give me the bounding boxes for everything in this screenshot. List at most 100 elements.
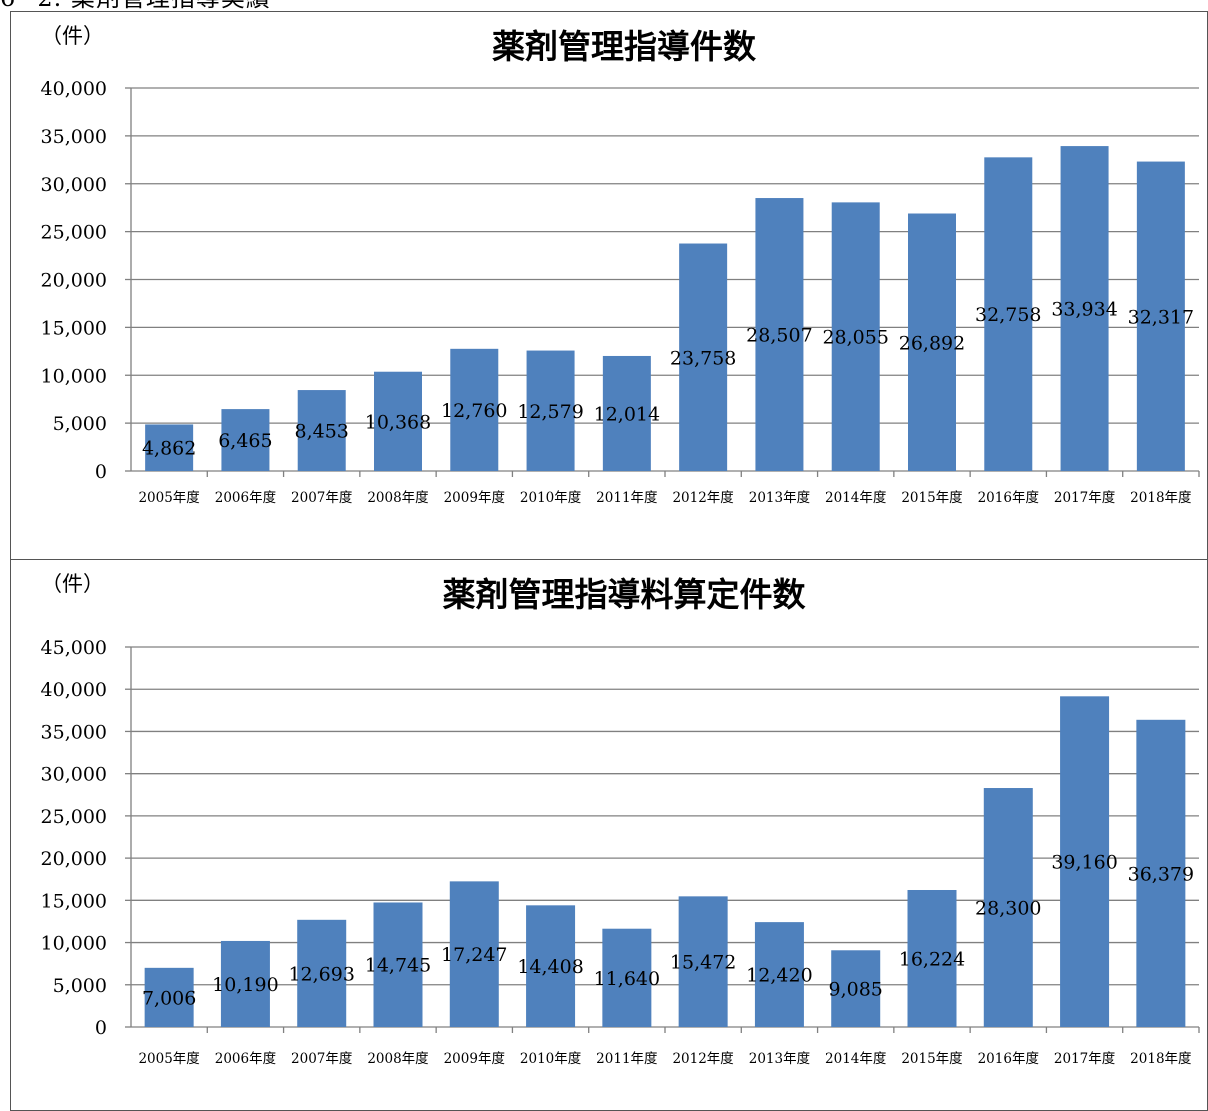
y-tick-label: 0 — [95, 1017, 107, 1039]
y-unit-label: （件） — [41, 24, 104, 48]
x-category-label: 2016年度 — [978, 1051, 1039, 1067]
x-category-label: 2011年度 — [596, 490, 657, 506]
data-label: 12,693 — [288, 963, 354, 985]
data-label: 4,862 — [142, 438, 196, 460]
bar — [526, 350, 575, 471]
bar — [297, 390, 346, 471]
data-label: 28,055 — [822, 327, 888, 349]
bar — [374, 371, 422, 471]
gridlines — [131, 87, 1199, 424]
bars — [145, 146, 1185, 471]
y-tick-label: 40,000 — [41, 78, 107, 100]
data-labels: 7,006 10,190 12,693 14,745 17,247 14,408 11,64… — [142, 852, 1194, 1010]
x-category-label: 2011年度 — [596, 1051, 657, 1067]
data-label: 8,453 — [295, 421, 349, 443]
bar — [983, 788, 1033, 1027]
x-category-label: 2008年度 — [367, 490, 428, 506]
x-category-label: 2009年度 — [444, 1051, 505, 1067]
x-category-label: 2005年度 — [138, 490, 199, 506]
data-label: 14,408 — [517, 956, 583, 978]
x-category-label: 2007年度 — [291, 490, 352, 506]
bar — [1136, 719, 1186, 1027]
y-tick-label: 10,000 — [41, 933, 107, 955]
x-category-label: 2014年度 — [825, 490, 886, 506]
section-heading: 6−2. 薬剤管理指導実績 — [0, 0, 271, 10]
bar — [679, 243, 728, 471]
y-tick-label: 35,000 — [41, 126, 107, 148]
y-unit-label: （件） — [41, 572, 104, 596]
data-label: 14,745 — [365, 955, 431, 977]
x-category-label: 2008年度 — [367, 1051, 428, 1067]
data-label: 32,758 — [975, 304, 1041, 326]
x-category-label: 2015年度 — [901, 1051, 962, 1067]
data-label: 28,507 — [746, 325, 812, 347]
x-category-label: 2013年度 — [749, 490, 810, 506]
data-label: 33,934 — [1051, 299, 1117, 321]
x-category-label: 2015年度 — [901, 490, 962, 506]
y-tick-label: 20,000 — [41, 848, 107, 870]
y-tick-label: 15,000 — [41, 317, 107, 339]
data-label: 28,300 — [975, 898, 1041, 920]
chart-panel-fee-count: （件） 薬剤管理指導料算定件数 0 5,000 10,000 15,000 20,000… — [10, 559, 1208, 1111]
x-category-label: 2005年度 — [138, 1051, 199, 1067]
x-category-label: 2012年度 — [672, 490, 733, 506]
bar — [450, 348, 499, 471]
bar — [297, 919, 347, 1027]
x-category-label: 2007年度 — [291, 1051, 352, 1067]
data-label: 23,758 — [670, 347, 736, 369]
bar — [1060, 146, 1109, 471]
data-label: 26,892 — [899, 332, 965, 354]
bar — [831, 202, 880, 471]
bar — [1060, 696, 1110, 1027]
y-tick-label: 10,000 — [41, 365, 107, 387]
data-label: 15,472 — [670, 952, 736, 974]
x-category-label: 2014年度 — [825, 1051, 886, 1067]
data-label: 36,379 — [1128, 863, 1194, 885]
y-tick-label: 45,000 — [41, 637, 107, 659]
y-tick-label: 25,000 — [41, 222, 107, 244]
x-category-label: 2010年度 — [520, 1051, 581, 1067]
y-axis-ticks: 0 5,000 10,000 15,000 20,000 25,000 30,000 35,0… — [41, 78, 131, 483]
bar — [602, 355, 651, 471]
x-category-label: 2017年度 — [1054, 1051, 1115, 1067]
bar — [373, 902, 423, 1027]
bar — [907, 889, 957, 1027]
bar — [831, 950, 881, 1027]
bar-chart-2: 0 5,000 10,000 15,000 20,000 25,000 30,000 35,0… — [41, 637, 1200, 1067]
chart-title: 薬剤管理指導件数 — [492, 27, 756, 66]
data-label: 7,006 — [142, 987, 196, 1009]
bar — [754, 922, 804, 1027]
x-category-label: 2012年度 — [672, 1051, 733, 1067]
x-category-label: 2018年度 — [1130, 1051, 1191, 1067]
data-label: 12,760 — [441, 400, 507, 422]
x-category-label: 2013年度 — [749, 1051, 810, 1067]
bar — [1136, 161, 1185, 471]
bar — [908, 213, 956, 471]
x-category-label: 2009年度 — [444, 490, 505, 506]
chart-title: 薬剤管理指導料算定件数 — [442, 575, 806, 614]
x-category-label: 2018年度 — [1130, 490, 1191, 506]
data-label: 32,317 — [1128, 306, 1194, 328]
gridlines — [131, 646, 1199, 986]
bar — [755, 198, 804, 471]
data-label: 9,085 — [829, 979, 883, 1001]
data-labels: 4,862 6,465 8,453 10,368 12,760 12,579 12,014 2… — [142, 299, 1194, 460]
data-label: 11,640 — [594, 968, 660, 990]
y-tick-label: 5,000 — [53, 975, 107, 997]
data-label: 39,160 — [1051, 852, 1117, 874]
y-tick-label: 40,000 — [41, 679, 107, 701]
data-label: 17,247 — [441, 944, 507, 966]
y-tick-label: 0 — [95, 461, 107, 483]
bar — [984, 157, 1033, 471]
y-tick-label: 20,000 — [41, 270, 107, 292]
bar — [220, 940, 270, 1027]
bar — [526, 905, 576, 1027]
x-category-label: 2006年度 — [215, 1051, 276, 1067]
bar — [145, 424, 194, 471]
data-label: 12,014 — [594, 403, 660, 425]
y-tick-label: 15,000 — [41, 890, 107, 912]
x-category-label: 2017年度 — [1054, 490, 1115, 506]
bar-chart-1: 0 5,000 10,000 15,000 20,000 25,000 30,000 35,0… — [41, 78, 1200, 506]
chart-panel-guidance-count: （件） 薬剤管理指導件数 0 5,000 10,000 15,000 20,000 25,… — [10, 11, 1208, 560]
bar — [221, 409, 270, 471]
